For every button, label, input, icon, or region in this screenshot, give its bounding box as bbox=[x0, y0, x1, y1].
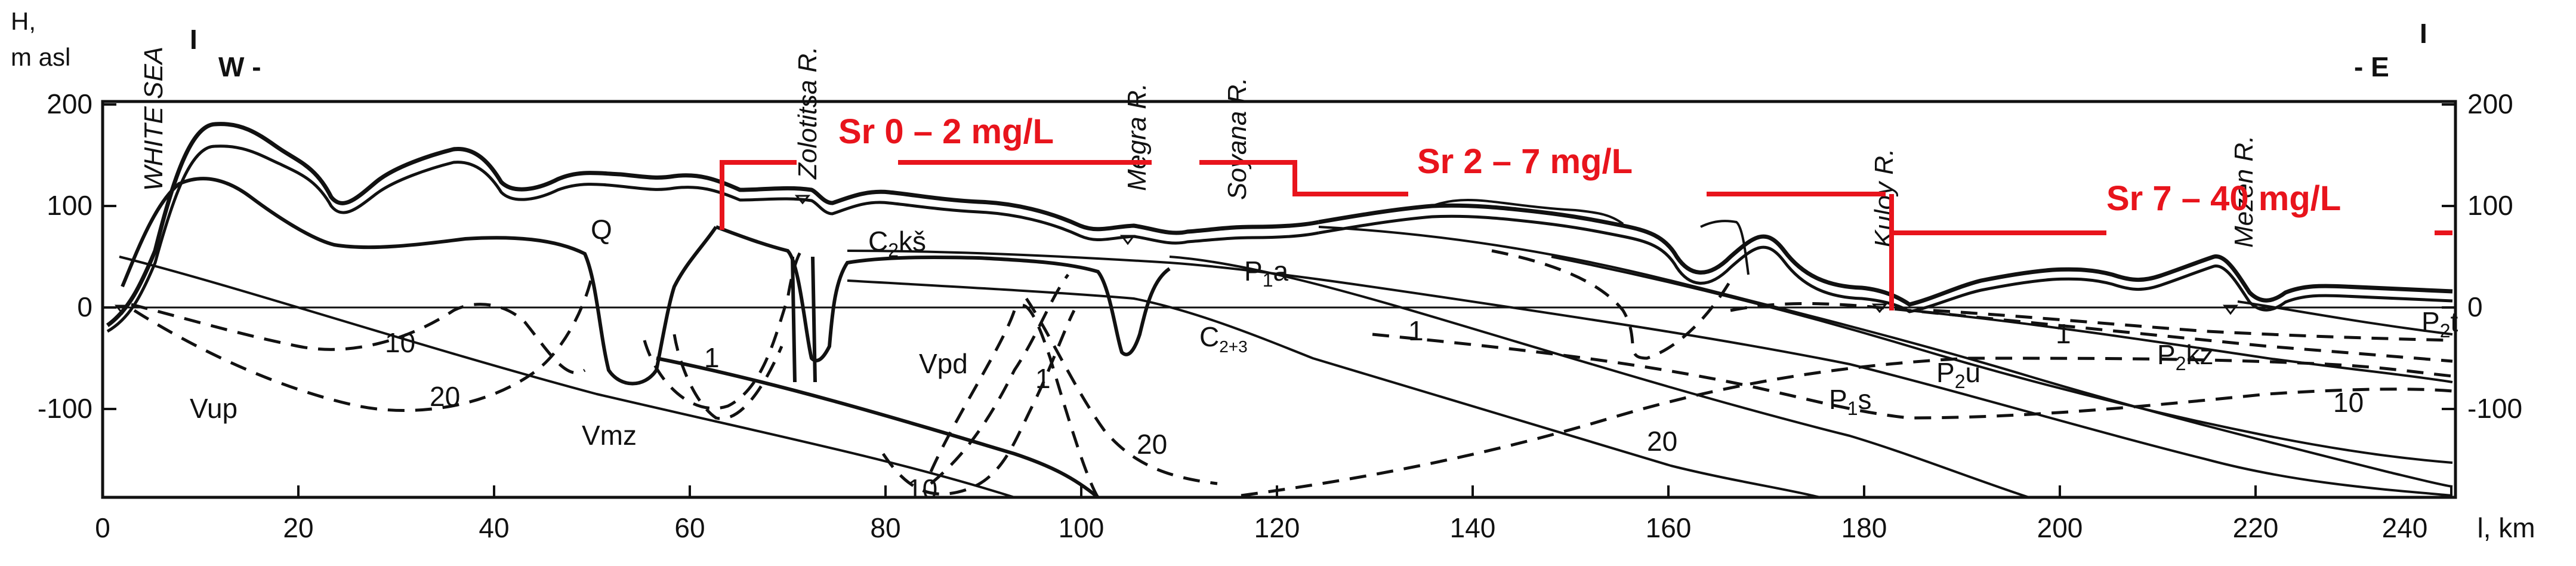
y-tick-right-0: 0 bbox=[2467, 291, 2483, 322]
water-level-markers bbox=[114, 195, 2239, 315]
isoline-label-w10: 10 bbox=[385, 327, 415, 358]
stratum-p2u: P2u bbox=[1936, 357, 1980, 392]
x-tick-200: 200 bbox=[2037, 512, 2083, 543]
isolines bbox=[131, 244, 2453, 499]
section-east-roman: I bbox=[2420, 18, 2427, 49]
isoline-label-c1: 1 bbox=[1408, 315, 1424, 346]
sr-zone-3-label: Sr 7 – 40 mg/L bbox=[2106, 179, 2341, 218]
x-tick-20: 20 bbox=[283, 512, 313, 543]
stratum-p1s: P1s bbox=[1829, 384, 1871, 419]
x-tick-40: 40 bbox=[479, 512, 509, 543]
section-west-roman: I bbox=[190, 24, 198, 55]
river-zolotitsa-label: Zolotitsa R. bbox=[793, 46, 822, 180]
x-tick-60: 60 bbox=[674, 512, 705, 543]
y-ticks-left bbox=[103, 103, 116, 410]
x-tick-labels: 0 20 40 60 80 100 120 140 160 180 200 22… bbox=[95, 512, 2427, 543]
y-axis-label-line2: m asl bbox=[11, 43, 70, 71]
white-sea-label: WHITE SEA bbox=[139, 47, 168, 191]
stratum-vmz: Vmz bbox=[582, 420, 637, 451]
x-axis-label: l, km bbox=[2477, 512, 2535, 543]
x-tick-220: 220 bbox=[2233, 512, 2279, 543]
isoline-label-m20: 20 bbox=[1137, 429, 1167, 460]
y-tick-left-0: 0 bbox=[77, 291, 92, 322]
stratum-q: Q bbox=[591, 214, 612, 245]
stratum-c23: C2+3 bbox=[1199, 321, 1248, 356]
stratum-p1a: P1a bbox=[1244, 256, 1288, 291]
sr-zone-1-label: Sr 0 – 2 mg/L bbox=[838, 112, 1054, 151]
sr-zone-2-label: Sr 2 – 7 mg/L bbox=[1417, 142, 1633, 181]
stratum-vup: Vup bbox=[190, 393, 237, 424]
isoline-label-e1: 1 bbox=[2056, 318, 2071, 349]
stratum-p2kz: P2kz bbox=[2157, 339, 2213, 374]
river-mezen-label: Mezen R. bbox=[2229, 136, 2259, 248]
isoline-label-e10: 10 bbox=[2333, 387, 2364, 418]
isoline-label-c20: 20 bbox=[1647, 426, 1677, 457]
x-tick-140: 140 bbox=[1450, 512, 1496, 543]
y-tick-right-minus100: -100 bbox=[2467, 393, 2522, 424]
river-soyana-label: Soyana R. bbox=[1223, 78, 1252, 200]
stratum-p2t: P2t bbox=[2421, 306, 2458, 342]
ground-surface bbox=[106, 122, 2453, 333]
x-tick-120: 120 bbox=[1254, 512, 1300, 543]
x-ticks bbox=[101, 485, 2452, 497]
x-tick-240: 240 bbox=[2382, 512, 2428, 543]
section-west-dir: W - bbox=[218, 51, 261, 82]
ground-detail bbox=[1432, 199, 1750, 275]
y-ticks-right bbox=[2442, 103, 2455, 410]
y-tick-left-minus100: -100 bbox=[38, 393, 92, 424]
y-tick-left-200: 200 bbox=[47, 88, 92, 119]
x-tick-100: 100 bbox=[1059, 512, 1105, 543]
isoline-label-w1: 1 bbox=[704, 342, 720, 373]
stratum-vpd: Vpd bbox=[919, 348, 968, 379]
y-tick-right-200: 200 bbox=[2467, 88, 2513, 119]
y-axis-label-line1: H, bbox=[11, 7, 36, 35]
river-megra-label: Megra R. bbox=[1122, 83, 1152, 191]
x-tick-80: 80 bbox=[870, 512, 900, 543]
x-tick-180: 180 bbox=[1841, 512, 1887, 543]
section-east-dir: - E bbox=[2354, 51, 2389, 82]
sr-zone-lines bbox=[720, 160, 2452, 310]
isoline-label-m1: 1 bbox=[1035, 363, 1051, 394]
stratum-c2ks: C2kš bbox=[868, 226, 926, 261]
isoline-label-w20: 20 bbox=[430, 381, 460, 412]
plot-frame bbox=[101, 100, 2457, 499]
x-tick-0: 0 bbox=[95, 512, 110, 543]
quaternary-base bbox=[121, 177, 1171, 386]
y-tick-left-100: 100 bbox=[47, 190, 92, 221]
x-tick-160: 160 bbox=[1646, 512, 1692, 543]
y-tick-right-100: 100 bbox=[2467, 190, 2513, 221]
isoline-label-m10: 10 bbox=[907, 473, 937, 505]
